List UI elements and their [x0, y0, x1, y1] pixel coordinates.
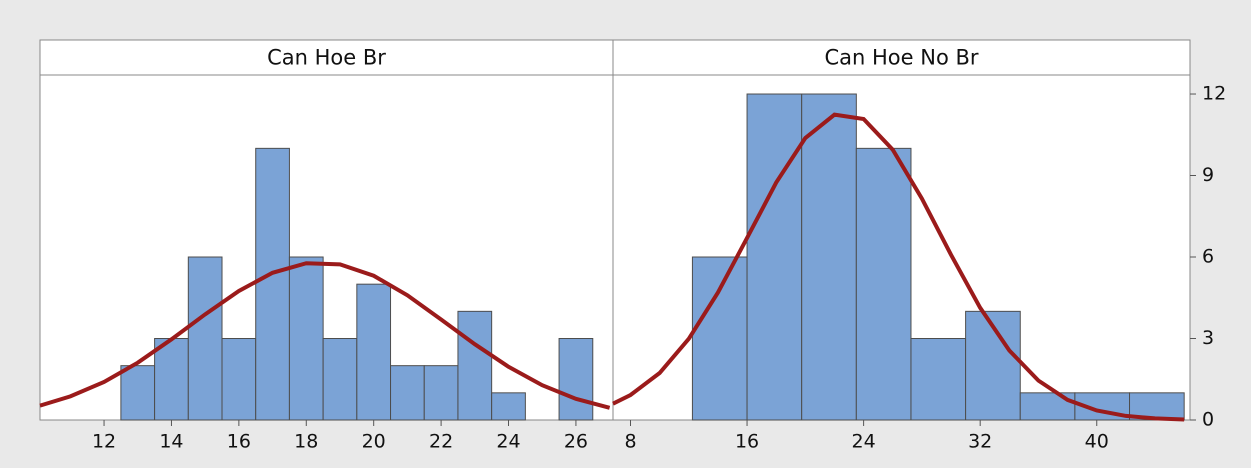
bar: [423, 365, 459, 421]
x-tick-label: 8: [624, 431, 636, 453]
bar: [746, 93, 803, 421]
bar: [255, 147, 290, 421]
fit-curve: [612, 112, 1185, 422]
x-tick-label: 24: [496, 431, 520, 453]
x-tick-label: 40: [1085, 431, 1109, 453]
x-tick-label: 12: [92, 431, 116, 453]
bar: [558, 338, 594, 421]
x-tick-label: 20: [362, 431, 386, 453]
bar: [322, 338, 358, 421]
bar: [801, 93, 857, 421]
panel-title: Can Hoe Br: [267, 46, 386, 70]
bar: [221, 338, 257, 421]
x-tick-label: 32: [968, 431, 992, 453]
x-tick-label: 16: [735, 431, 759, 453]
y-tick-label: 12: [1202, 83, 1226, 105]
bar: [491, 392, 526, 421]
x-tick-label: 18: [294, 431, 318, 453]
bar: [910, 338, 967, 421]
bar: [691, 256, 748, 421]
x-tick-label: 14: [159, 431, 183, 453]
fit-curve: [39, 261, 611, 410]
bar: [288, 256, 324, 421]
y-tick-label: 0: [1202, 409, 1214, 431]
x-tick-label: 26: [564, 431, 588, 453]
x-tick-label: 24: [852, 431, 876, 453]
y-tick-label: 9: [1202, 164, 1214, 186]
bar: [356, 283, 392, 421]
bar: [390, 365, 425, 421]
bar: [154, 338, 189, 421]
x-tick-label: 22: [429, 431, 453, 453]
y-tick-label: 3: [1202, 327, 1214, 349]
bar: [187, 256, 223, 421]
x-tick-label: 16: [227, 431, 251, 453]
bar: [457, 310, 493, 421]
bar: [120, 365, 156, 421]
bar: [855, 147, 912, 421]
y-tick-label: 6: [1202, 246, 1214, 268]
panel-title: Can Hoe No Br: [824, 46, 978, 70]
